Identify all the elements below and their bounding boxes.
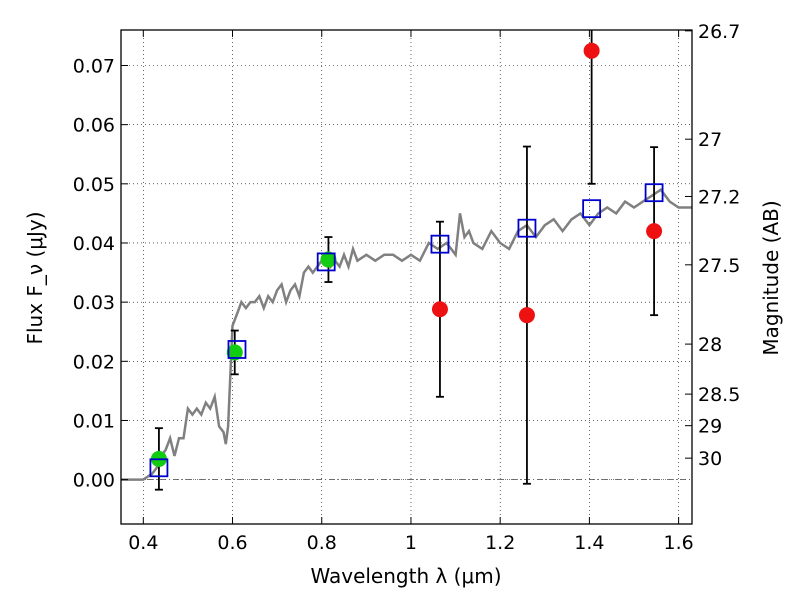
- y-axis-ticks: 0.00 0.01 0.02 0.03 0.04 0.05 0.06 0.07: [73, 55, 128, 492]
- x-axis-label: Wavelength λ (μm): [310, 564, 501, 588]
- magnitude-tick-label: 28: [698, 334, 722, 356]
- y-tick-label: 0.01: [73, 410, 115, 432]
- x-tick-label: 1.4: [574, 532, 604, 554]
- magnitude-axis-label: Magnitude (AB): [759, 200, 783, 355]
- x-tick-label: 0.4: [128, 532, 158, 554]
- magnitude-tick-label: 27: [698, 129, 722, 151]
- y-tick-label: 0.00: [73, 470, 115, 492]
- error-bars: [154, 30, 659, 491]
- y-tick-label: 0.06: [73, 115, 115, 137]
- grid: [121, 30, 692, 524]
- magnitude-tick-label: 29: [698, 416, 722, 438]
- model-flux-box: [316, 252, 336, 272]
- red-data-point: [583, 42, 600, 59]
- y-axis-label: Flux F_ν (μJy): [23, 211, 47, 344]
- green-data-point: [226, 344, 243, 361]
- x-tick-label: 1: [405, 532, 417, 554]
- model-flux-box: [430, 234, 450, 254]
- y-tick-label: 0.03: [73, 292, 115, 314]
- model-flux-box: [227, 340, 247, 359]
- x-tick-label: 0.6: [217, 532, 247, 554]
- x-tick-label: 0.8: [307, 532, 337, 554]
- model-flux-box: [644, 183, 664, 203]
- model-flux-box: [517, 218, 537, 238]
- model-flux-box: [582, 199, 602, 219]
- magnitude-tick-label: 27.2: [698, 186, 740, 208]
- y-tick-label: 0.05: [73, 174, 115, 196]
- x-tick-label: 1.2: [485, 532, 515, 554]
- magnitude-tick-label: 28.5: [698, 384, 740, 406]
- red-data-point: [646, 223, 663, 240]
- magnitude-tick-label: 27.5: [698, 255, 740, 277]
- template-spectrum-line: [121, 187, 692, 481]
- model-boxes: [149, 183, 664, 478]
- y-tick-label: 0.04: [73, 233, 115, 255]
- magnitude-axis-ticks: 26.7 27 27.2 27.5 28 28.5 29 30: [685, 21, 740, 470]
- magnitude-tick-label: 30: [698, 448, 722, 470]
- x-tick-label: 1.6: [664, 532, 694, 554]
- y-tick-label: 0.07: [73, 55, 115, 77]
- plot-frame: [120, 29, 693, 525]
- y-tick-label: 0.02: [73, 351, 115, 373]
- model-flux-box: [149, 458, 169, 478]
- red-data-point: [431, 301, 448, 318]
- red-data-point: [518, 307, 535, 324]
- data-markers: [150, 42, 663, 467]
- green-data-point: [320, 251, 337, 268]
- magnitude-tick-label: 26.7: [698, 21, 740, 43]
- x-axis-ticks: 0.4 0.6 0.8 1 1.2 1.4 1.6: [128, 30, 694, 554]
